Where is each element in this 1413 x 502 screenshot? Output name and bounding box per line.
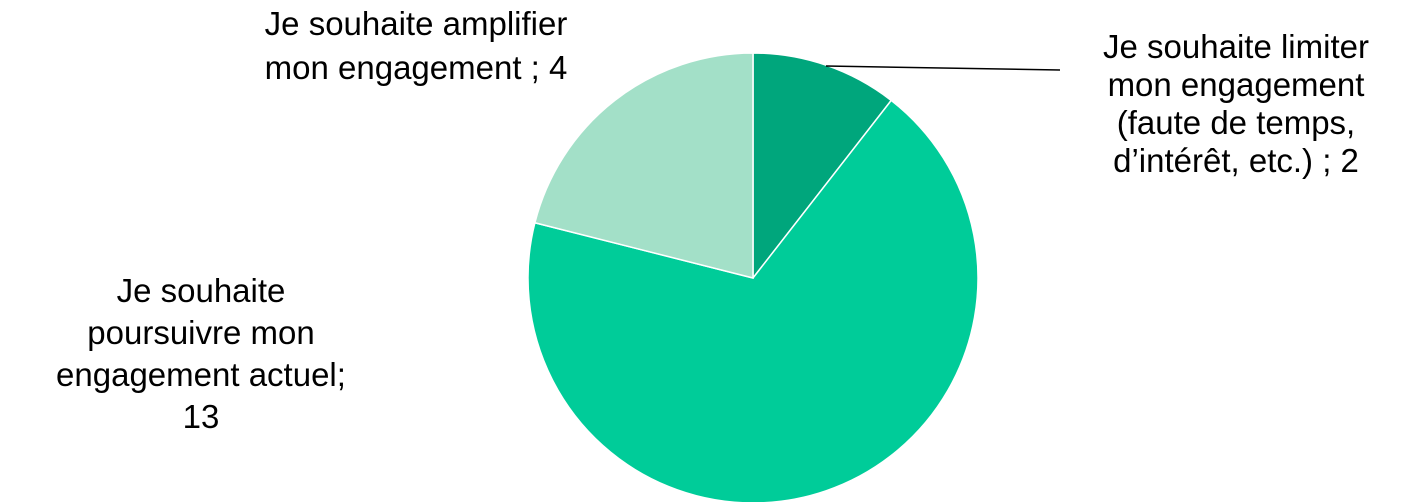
pie-label-poursuivre: Je souhaite poursuivre mon engagement actu…: [56, 272, 346, 435]
leader-line-limiter: [825, 65, 1061, 71]
pie-slice-poursuivre: [527, 99, 979, 502]
pie-label-line: (faute de temps,: [1117, 104, 1355, 141]
pie-label-line: Je souhaite: [117, 272, 286, 309]
pie-label-line: Je souhaite limiter: [1103, 28, 1369, 65]
pie-label-line: Je souhaite amplifier: [265, 5, 568, 42]
pie-label-line: engagement actuel;: [56, 356, 346, 393]
pie-slice-amplifier: [533, 52, 754, 279]
pie-label-limiter: Je souhaite limiter mon engagement (faute …: [1103, 28, 1369, 179]
pie-slices: [527, 52, 979, 502]
pie-slice-limiter: [752, 52, 893, 281]
pie-label-amplifier: Je souhaite amplifier mon engagement ; 4: [265, 5, 568, 86]
pie-labels: Je souhaite limiter mon engagement (faute …: [56, 5, 1369, 435]
pie-label-line: poursuivre mon: [87, 314, 314, 351]
pie-label-line: mon engagement ; 4: [265, 49, 568, 86]
pie-label-line: mon engagement: [1108, 66, 1365, 103]
pie-label-line: d’intérêt, etc.) ; 2: [1113, 142, 1359, 179]
pie-label-line: 13: [183, 398, 220, 435]
